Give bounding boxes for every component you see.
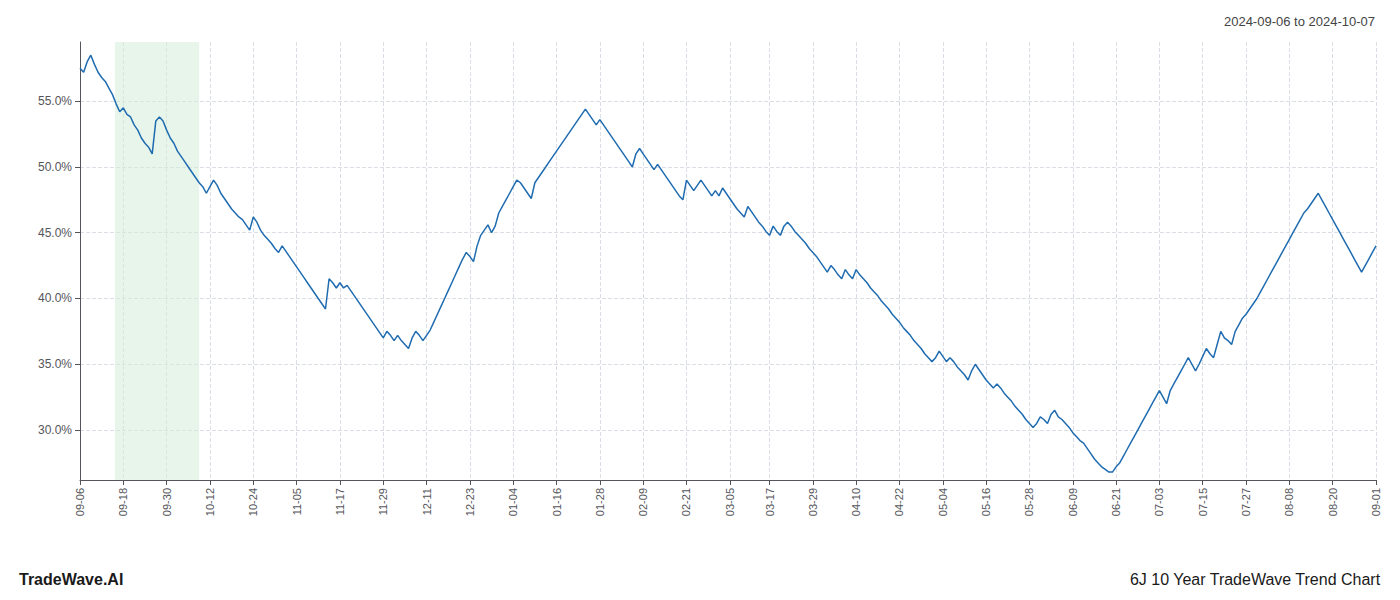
svg-text:08-08: 08-08: [1283, 488, 1295, 516]
svg-text:01-16: 01-16: [551, 488, 563, 516]
svg-text:2024-09-06 to 2024-10-07: 2024-09-06 to 2024-10-07: [1224, 14, 1375, 29]
svg-text:06-09: 06-09: [1067, 488, 1079, 516]
svg-text:07-15: 07-15: [1197, 488, 1209, 516]
svg-text:45.0%: 45.0%: [38, 226, 72, 240]
svg-text:02-21: 02-21: [680, 488, 692, 516]
svg-text:05-16: 05-16: [980, 488, 992, 516]
svg-text:01-28: 01-28: [594, 488, 606, 516]
svg-text:11-29: 11-29: [377, 488, 389, 515]
svg-text:04-22: 04-22: [893, 488, 905, 516]
svg-text:02-09: 02-09: [637, 488, 649, 516]
svg-text:10-12: 10-12: [204, 488, 216, 516]
svg-text:01-04: 01-04: [507, 488, 519, 516]
svg-text:40.0%: 40.0%: [38, 291, 72, 305]
svg-text:09-18: 09-18: [117, 488, 129, 516]
svg-text:09-01: 09-01: [1370, 488, 1382, 516]
svg-text:05-04: 05-04: [937, 488, 949, 516]
svg-text:03-17: 03-17: [764, 488, 776, 516]
svg-text:03-05: 03-05: [724, 488, 736, 516]
svg-text:6J 10 Year TradeWave Trend Cha: 6J 10 Year TradeWave Trend Chart: [1130, 571, 1381, 588]
svg-text:TradeWave.AI: TradeWave.AI: [19, 571, 123, 588]
svg-text:03-29: 03-29: [807, 488, 819, 516]
svg-text:07-27: 07-27: [1240, 488, 1252, 516]
svg-text:12-11: 12-11: [421, 488, 433, 515]
svg-text:35.0%: 35.0%: [38, 357, 72, 371]
svg-text:06-21: 06-21: [1110, 488, 1122, 516]
svg-text:30.0%: 30.0%: [38, 423, 72, 437]
svg-text:04-10: 04-10: [850, 488, 862, 516]
svg-text:50.0%: 50.0%: [38, 160, 72, 174]
svg-text:12-23: 12-23: [464, 488, 476, 516]
svg-text:08-20: 08-20: [1327, 488, 1339, 516]
svg-text:55.0%: 55.0%: [38, 94, 72, 108]
svg-text:11-05: 11-05: [291, 488, 303, 515]
svg-text:05-28: 05-28: [1023, 488, 1035, 516]
svg-text:09-30: 09-30: [161, 488, 173, 516]
svg-text:09-06: 09-06: [74, 488, 86, 516]
svg-text:07-03: 07-03: [1153, 488, 1165, 516]
svg-text:11-17: 11-17: [334, 488, 346, 515]
svg-text:10-24: 10-24: [247, 488, 259, 516]
